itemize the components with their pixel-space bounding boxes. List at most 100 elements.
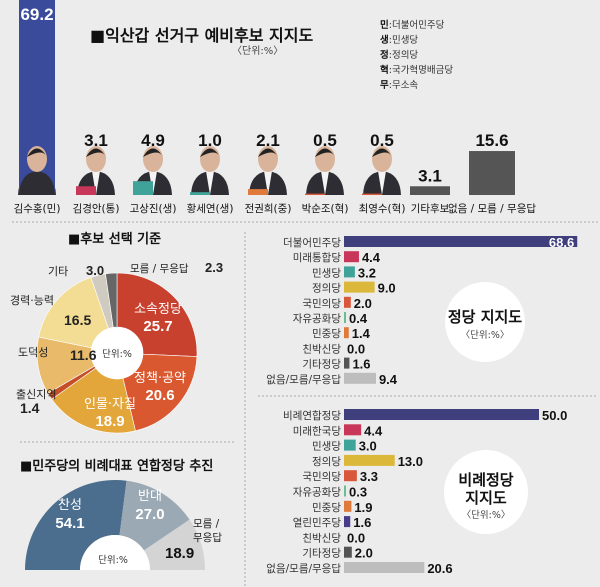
party-bar — [344, 251, 359, 263]
candidate-photo — [363, 146, 401, 195]
party-label: 민생당 — [312, 267, 341, 279]
legend-abbr: 정 — [380, 50, 389, 61]
photo-shirt — [264, 171, 272, 195]
pie-value-label: 11.6 — [70, 347, 97, 363]
pie-category-label: 도덕성 — [18, 346, 48, 359]
photo-hair — [200, 148, 220, 157]
party-label: 민생당 — [312, 441, 341, 453]
candidate-bar — [305, 193, 325, 195]
candidate-name-label: 기타후보 — [411, 203, 450, 215]
party-bar — [344, 424, 362, 436]
pie-value-label: 18.9 — [95, 413, 124, 430]
party-label: 국민의당 — [302, 471, 341, 483]
bar-value-label: 1.0 — [198, 131, 222, 150]
party-bar — [344, 236, 578, 247]
bar-value-label: 3.1 — [418, 166, 442, 185]
half-donut-category-label: 찬성 — [58, 498, 82, 513]
legend-item: 정:정의당 — [380, 48, 453, 63]
party-value-label: 1.9 — [354, 500, 372, 515]
pie-category-label: 소속정당 — [134, 302, 182, 317]
candidate-photo — [306, 146, 344, 195]
party-label: 민중당 — [312, 328, 341, 340]
candidate-bar — [362, 193, 382, 195]
pr-chart-unit: 〈단위:%〉 — [462, 509, 511, 521]
legend-abbr: 무 — [380, 80, 389, 91]
party-bar — [344, 357, 350, 369]
party-label: 비례연합정당 — [283, 410, 341, 422]
half-donut-category-label: 모름 / — [193, 518, 220, 530]
pie-category-label: 기타 — [48, 265, 68, 278]
party-value-label: 0.0 — [347, 530, 365, 545]
candidate-name-label: 전권희(중) — [245, 203, 292, 215]
party-value-label: 3.3 — [360, 469, 378, 484]
candidate-bar — [469, 151, 515, 195]
pie-category-label: 정책·공약 — [134, 371, 186, 386]
pie-category-label: 모름 / 무응답 — [130, 263, 189, 275]
photo-hair — [86, 148, 106, 157]
party-value-label: 2.0 — [355, 546, 373, 561]
party-value-label: 1.6 — [353, 515, 371, 530]
party-label: 열린민주당 — [293, 517, 342, 529]
photo-hair — [258, 148, 278, 157]
half-donut-value-label: 54.1 — [55, 515, 84, 532]
party-value-label: 9.4 — [379, 372, 398, 387]
party-value-label: 13.0 — [398, 454, 423, 469]
pie-category-label: 인물·자질 — [84, 397, 136, 412]
party-label: 없음/모름/무응답 — [266, 373, 341, 386]
party-label: 친박신당 — [302, 532, 341, 544]
party-bar — [344, 327, 349, 339]
pie-value-label: 2.3 — [205, 260, 223, 275]
candidate-name-label: 없음 / 모름 / 무응답 — [448, 202, 536, 215]
candidate-photo — [191, 146, 229, 195]
party-value-label: 4.4 — [364, 423, 383, 438]
half-donut-slice — [25, 479, 127, 570]
bar-value-label: 2.1 — [256, 131, 280, 150]
party-label: 정의당 — [312, 283, 341, 295]
party-value-label: 0.0 — [347, 341, 365, 356]
half-donut-center — [80, 535, 150, 570]
photo-hair — [315, 148, 335, 157]
party-abbr-legend: 민:더불어민주당 생:민생당 정:정의당 혁:국가혁명배금당 무:무소속 — [380, 18, 453, 93]
photo-shirt — [206, 171, 214, 195]
party-label: 미래통합당 — [293, 252, 342, 264]
party-value-label: 50.0 — [542, 408, 567, 423]
legend-abbr: 생 — [380, 35, 389, 46]
party-value-label: 1.4 — [352, 326, 371, 341]
half-donut-slice — [119, 480, 190, 551]
candidate-bar — [133, 181, 153, 195]
pie-center — [91, 327, 143, 379]
party-value-label: 3.2 — [358, 265, 376, 280]
party-bar — [344, 485, 346, 497]
candidates-unit: 〈단위:%〉 — [232, 46, 284, 57]
candidate-name-label: 박순조(혁) — [302, 203, 349, 215]
legend-item: 무:무소속 — [380, 78, 453, 93]
party-bar — [344, 296, 351, 308]
candidate-name-label: 고상진(생) — [130, 203, 177, 215]
candidate-name-label: 황세연(생) — [187, 203, 234, 215]
half-donut-slice — [144, 519, 205, 570]
party-value-label: 2.0 — [354, 296, 372, 311]
party-bar — [344, 372, 376, 384]
candidate-name-label: 최영수(혁) — [359, 203, 406, 215]
pie-value-label: 1.4 — [20, 400, 40, 416]
party-label: 없음/모름/무응답 — [266, 562, 341, 575]
bar-value-label: 15.6 — [475, 131, 508, 150]
legend-party: :무소속 — [388, 80, 419, 91]
legend-party: :더불어민주당 — [388, 20, 445, 31]
candidate-bar — [248, 189, 268, 195]
party-bar — [344, 312, 346, 323]
party-label: 민중당 — [312, 502, 341, 514]
half-donut-value-label: 27.0 — [135, 506, 164, 523]
pie-value-label: 20.6 — [145, 387, 174, 404]
party-bar — [344, 562, 425, 573]
candidate-bar — [410, 186, 450, 195]
bar-value-label: 69.2 — [20, 5, 53, 24]
party-label: 친박신당 — [302, 343, 341, 355]
photo-hair — [27, 148, 47, 157]
legend-party: :정의당 — [388, 50, 419, 61]
photo-shirt — [321, 171, 329, 195]
legend-item: 생:민생당 — [380, 33, 453, 48]
party-label: 정의당 — [312, 456, 341, 468]
pr-title-circle — [444, 450, 528, 534]
pr-chart-title: 비례정당 — [458, 471, 513, 489]
